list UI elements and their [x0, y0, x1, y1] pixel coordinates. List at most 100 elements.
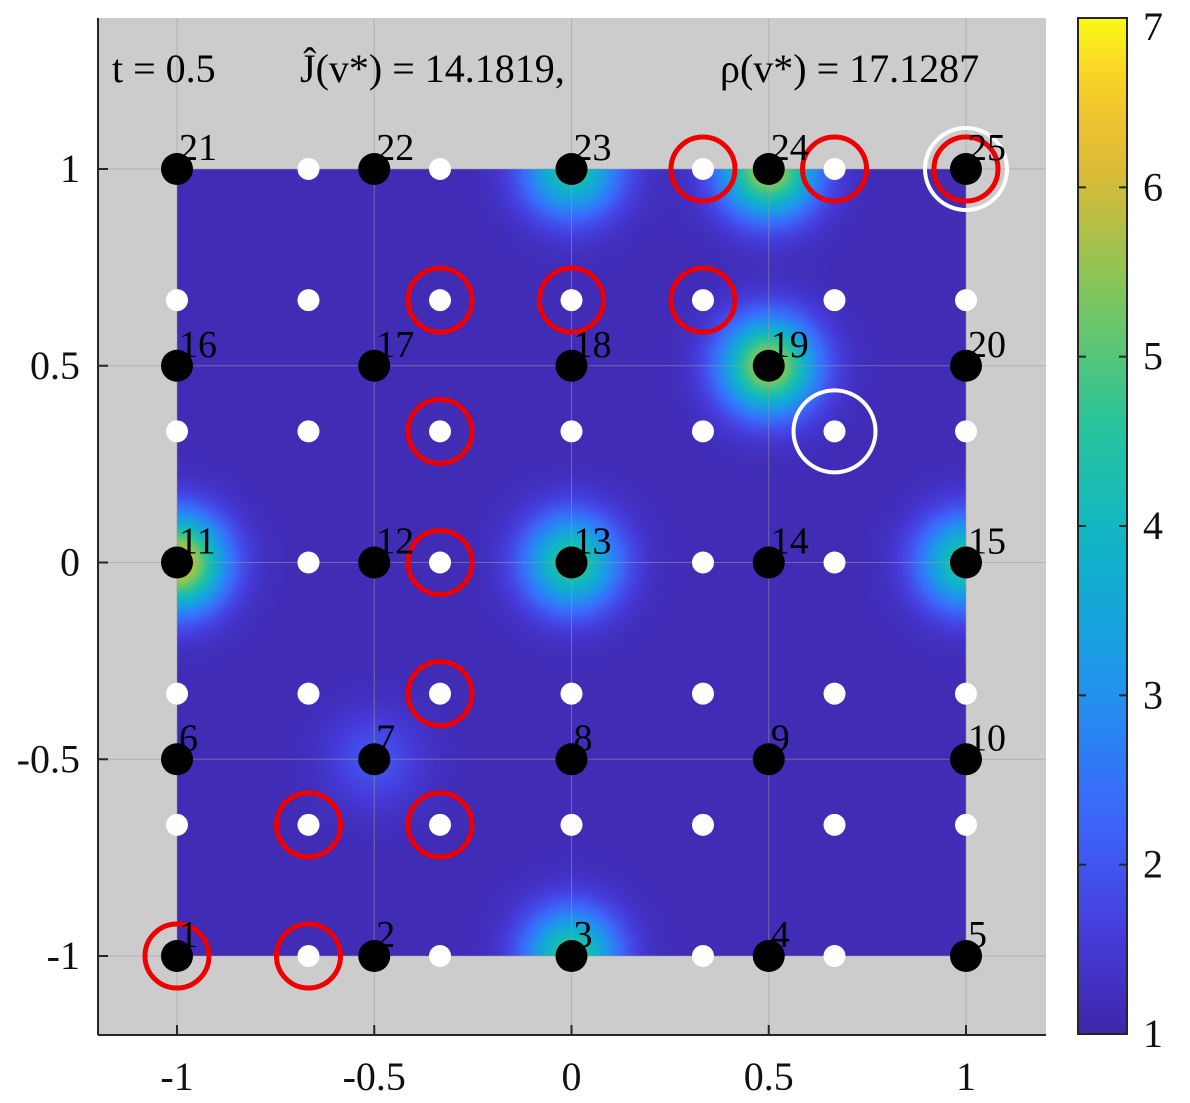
white-ring — [923, 126, 1009, 212]
small-node — [955, 682, 977, 705]
small-node — [429, 813, 452, 836]
colorbar-tick-label: 4 — [1143, 503, 1163, 548]
small-node — [691, 813, 714, 836]
red-ring — [405, 528, 475, 597]
small-node — [297, 289, 320, 312]
node-label: 9 — [771, 717, 790, 759]
node-label: 24 — [771, 127, 809, 169]
node-label: 14 — [771, 521, 809, 563]
red-ring — [142, 921, 212, 991]
small-node — [297, 158, 320, 180]
large-node — [358, 546, 391, 579]
small-node — [560, 289, 583, 312]
x-tick-label: 1 — [956, 1054, 976, 1099]
small-node — [166, 682, 188, 705]
large-node — [555, 349, 588, 382]
red-ring — [537, 265, 606, 335]
large-node — [950, 940, 982, 972]
red-ring — [405, 396, 475, 466]
node-label: 3 — [574, 914, 593, 956]
small-node — [823, 551, 846, 574]
small-node — [297, 945, 320, 967]
small-node — [560, 813, 583, 836]
colorbar-tick-label: 5 — [1143, 334, 1163, 379]
small-node — [429, 945, 452, 967]
small-node — [297, 420, 320, 443]
x-tick-label: 0.5 — [744, 1054, 794, 1099]
large-node — [358, 153, 391, 185]
node-label: 11 — [179, 521, 216, 563]
large-node — [161, 153, 193, 185]
colorbar-ticks — [1078, 17, 1127, 1035]
node-label: 6 — [179, 717, 198, 759]
large-node — [358, 743, 391, 776]
colorbar-tick-label: 2 — [1143, 842, 1163, 887]
ring-layer — [142, 126, 1009, 991]
colorbar-body — [1077, 17, 1128, 1035]
small-node — [429, 158, 452, 180]
small-node — [823, 289, 846, 312]
small-node — [955, 420, 977, 443]
red-ring — [405, 790, 475, 860]
node-label: 4 — [771, 914, 790, 956]
red-ring — [273, 921, 343, 991]
large-node — [950, 546, 982, 579]
large-node — [555, 153, 588, 185]
small-node — [429, 551, 452, 574]
large-node — [752, 940, 785, 972]
red-ring — [405, 265, 475, 335]
large-node — [752, 743, 785, 776]
x-tick-label: 0 — [562, 1054, 582, 1099]
large-node — [950, 153, 982, 185]
node-label: 22 — [376, 127, 414, 169]
title-j-part: Ĵ(v*) = 14.1819, — [300, 46, 565, 91]
small-node — [429, 420, 452, 443]
small-node — [823, 813, 846, 836]
x-tick-labels: -1 -0.5 0 0.5 1 — [160, 1054, 976, 1099]
y-tick-label: -0.5 — [17, 736, 80, 781]
x-tick-label: -0.5 — [343, 1054, 406, 1099]
node-label: 12 — [376, 521, 414, 563]
node-label: 10 — [968, 717, 1006, 759]
small-node — [823, 420, 846, 443]
large-node — [161, 940, 193, 972]
small-node — [955, 813, 977, 836]
title-t-part: t = 0.5 — [112, 46, 216, 91]
large-node — [555, 940, 588, 972]
colorbar-tick-label: 6 — [1143, 164, 1163, 209]
large-node — [950, 743, 982, 776]
node-label: 7 — [376, 717, 395, 759]
red-ring — [668, 265, 738, 335]
small-node — [955, 289, 977, 312]
large-node — [752, 349, 785, 382]
small-node — [560, 420, 583, 443]
red-ring — [931, 134, 1001, 204]
x-tick-label: -1 — [160, 1054, 193, 1099]
small-node — [297, 813, 320, 836]
node-label: 20 — [968, 324, 1006, 366]
small-node — [691, 682, 714, 705]
y-tick-labels: -1 -0.5 0 0.5 1 — [17, 146, 80, 978]
small-node — [297, 682, 320, 705]
colorbar-tick-label: 3 — [1143, 672, 1163, 717]
white-ring — [791, 388, 878, 475]
small-node — [823, 945, 846, 967]
large-node — [555, 743, 588, 776]
large-node — [358, 349, 391, 382]
small-node — [823, 158, 846, 180]
node-label: 21 — [179, 127, 217, 169]
large-node — [950, 349, 982, 382]
small-node — [691, 551, 714, 574]
node-label: 25 — [968, 127, 1006, 169]
large-node — [555, 546, 588, 579]
node-label: 17 — [376, 324, 414, 366]
small-node — [166, 420, 188, 443]
node-label: 8 — [574, 717, 593, 759]
title-rho-part: ρ(v*) = 17.1287 — [720, 46, 979, 91]
red-ring — [668, 134, 738, 204]
large-node-layer — [161, 153, 982, 972]
small-node — [429, 682, 452, 705]
large-node — [752, 153, 785, 185]
